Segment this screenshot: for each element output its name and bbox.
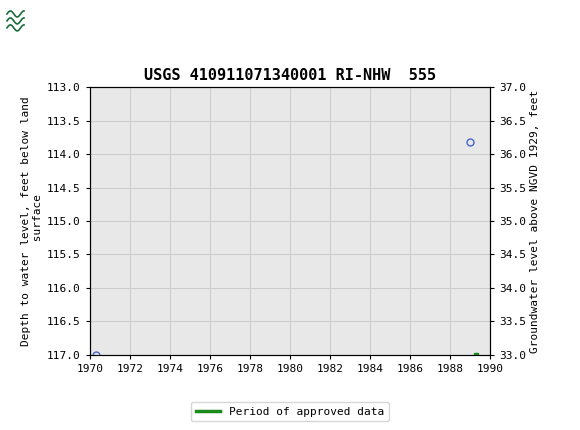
Text: USGS: USGS [28,12,75,26]
Y-axis label: Depth to water level, feet below land
 surface: Depth to water level, feet below land su… [21,96,43,346]
Title: USGS 410911071340001 RI-NHW  555: USGS 410911071340001 RI-NHW 555 [144,68,436,83]
Legend: Period of approved data: Period of approved data [191,402,389,421]
FancyBboxPatch shape [6,4,46,34]
Y-axis label: Groundwater level above NGVD 1929, feet: Groundwater level above NGVD 1929, feet [530,89,541,353]
